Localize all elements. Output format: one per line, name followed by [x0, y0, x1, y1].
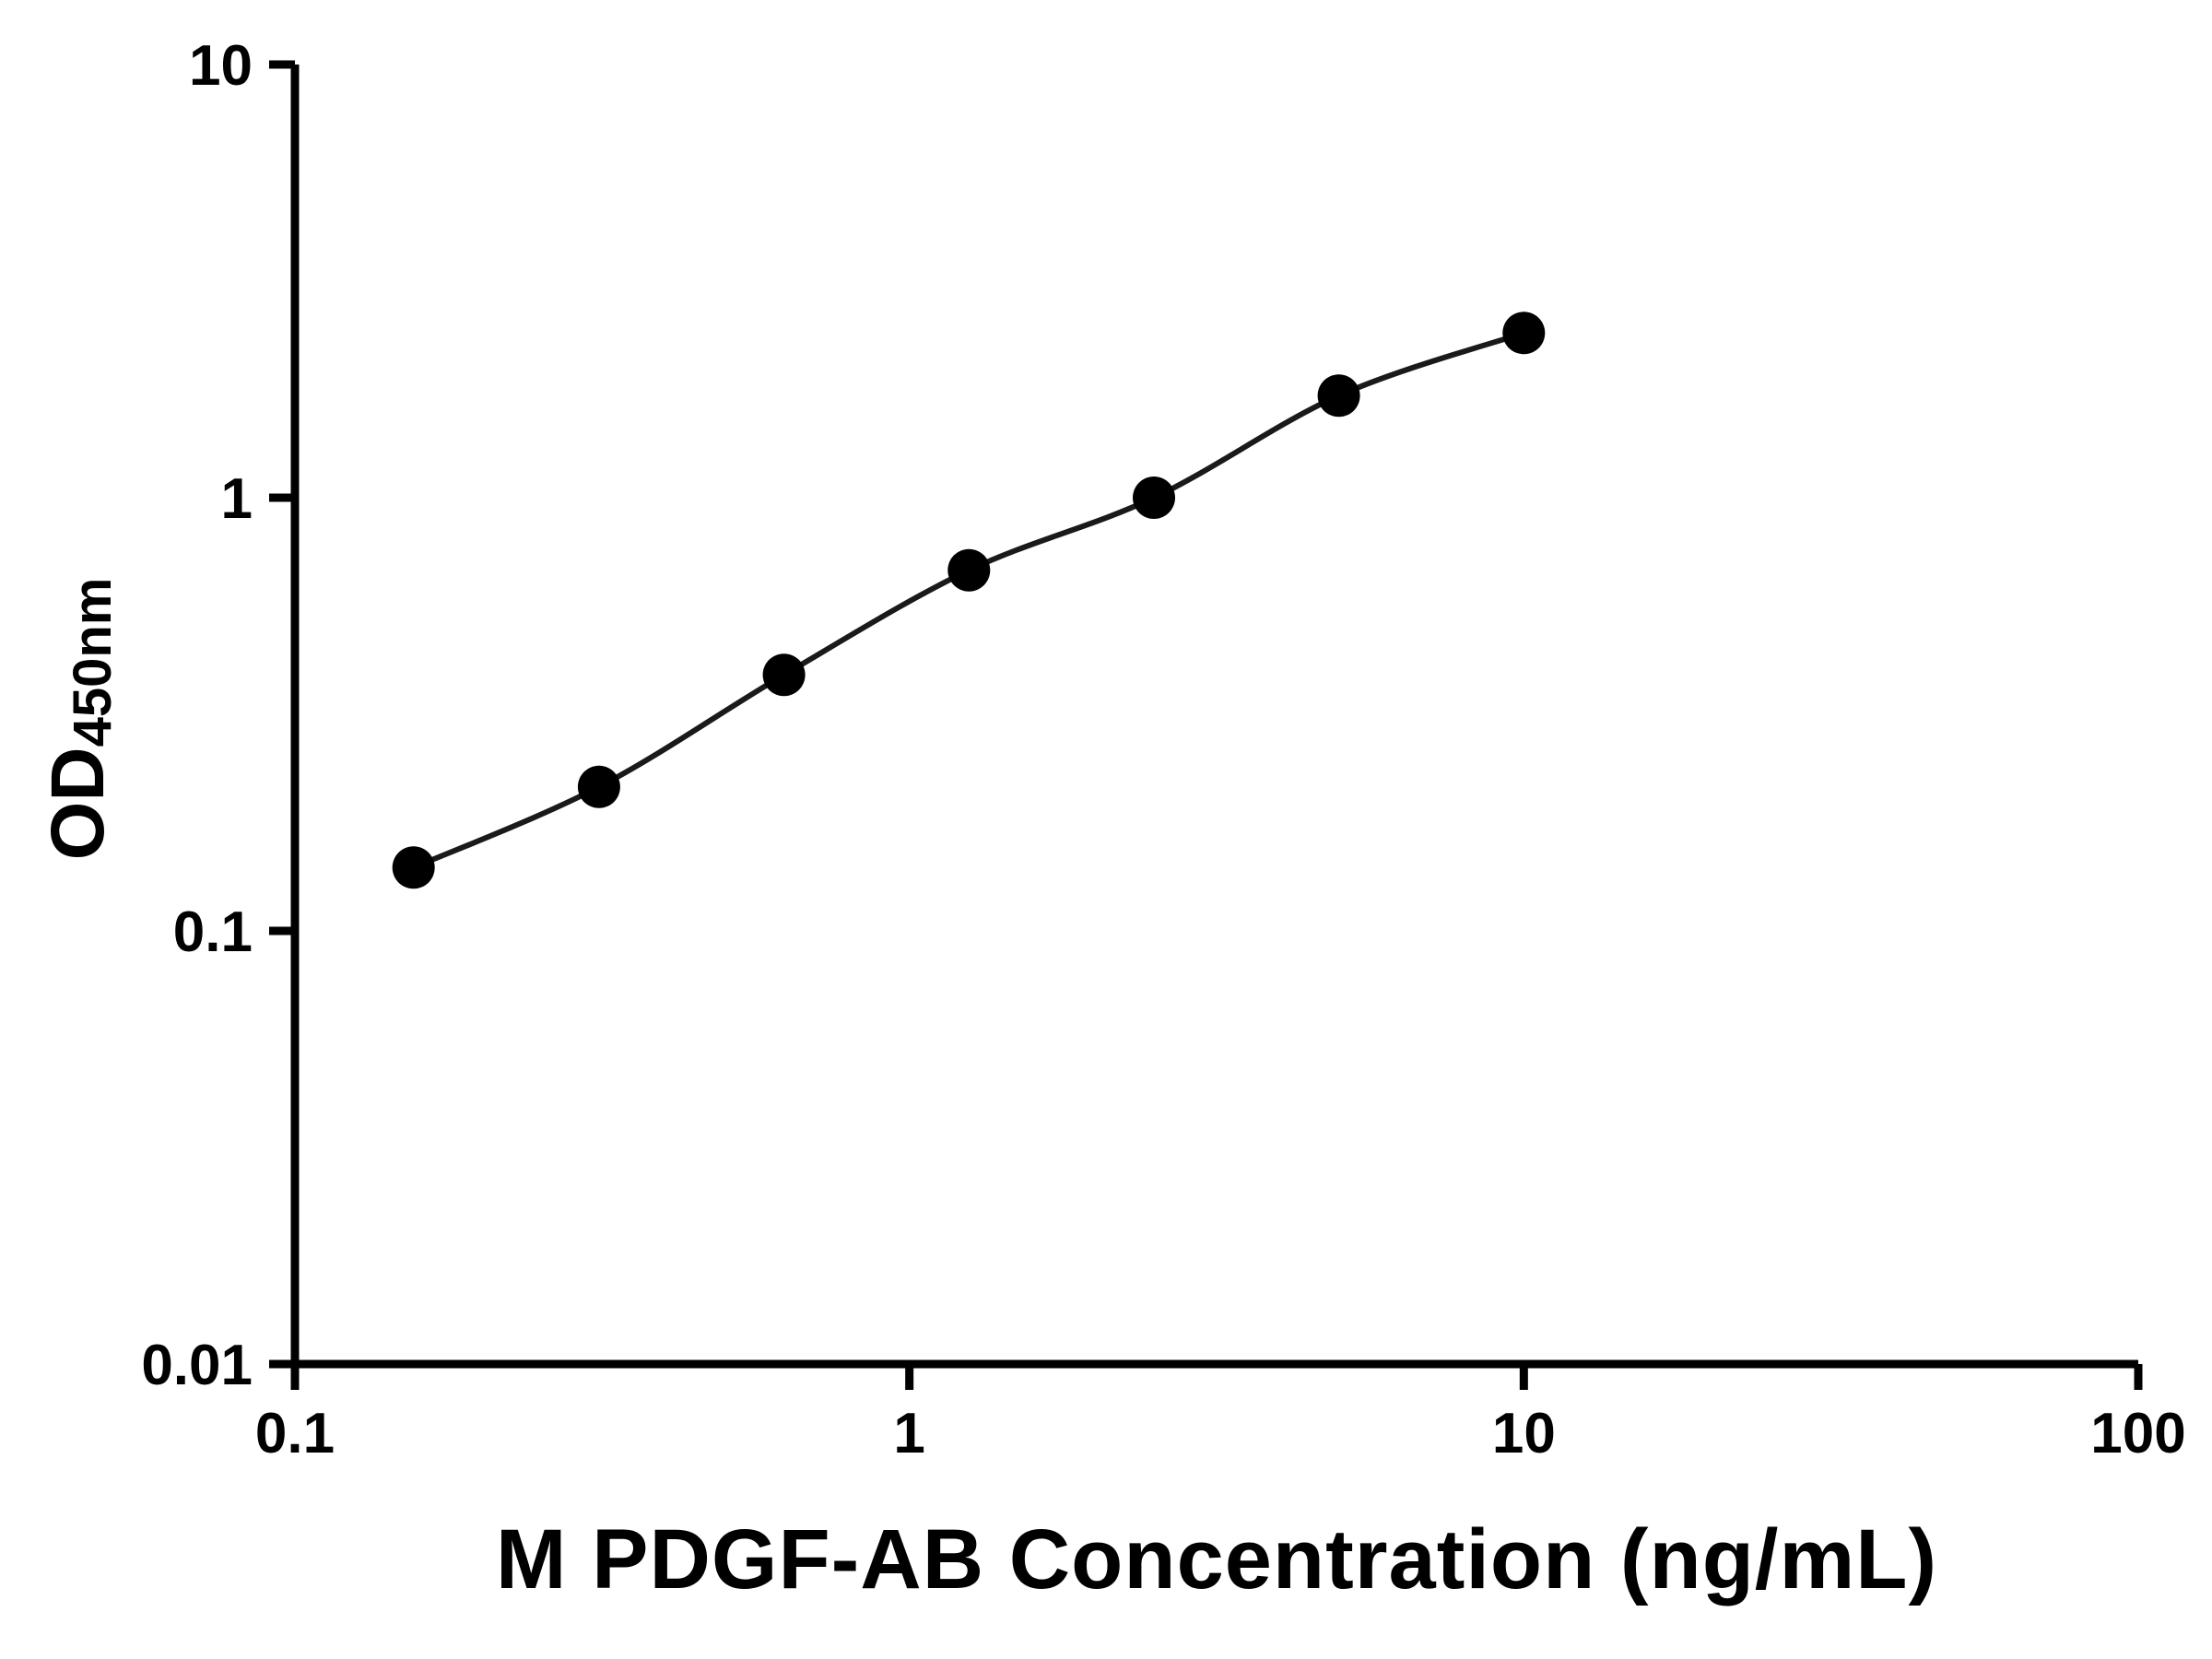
y-axis-label: OD450nm	[35, 577, 124, 861]
data-point	[1317, 374, 1360, 418]
x-tick-label: 1	[893, 1402, 924, 1465]
y-tick-label: 0.1	[173, 900, 253, 964]
x-tick-label: 100	[2090, 1402, 2185, 1465]
data-point	[762, 653, 806, 697]
y-tick-label: 1	[221, 467, 253, 531]
x-tick-label: 0.1	[255, 1402, 335, 1465]
x-tick-label: 10	[1492, 1402, 1556, 1465]
data-point	[947, 548, 991, 592]
y-axis-label-subscript: 450nm	[63, 577, 124, 747]
data-point	[392, 846, 435, 889]
data-point	[1133, 477, 1175, 519]
y-tick-label: 0.01	[141, 1334, 253, 1397]
y-axis-label-main: OD	[36, 747, 120, 861]
data-point	[577, 765, 620, 808]
x-axis-label: M PDGF-AB Concentration (ng/mL)	[495, 1512, 1938, 1606]
y-tick-label: 10	[189, 34, 253, 98]
data-point	[1502, 312, 1546, 355]
